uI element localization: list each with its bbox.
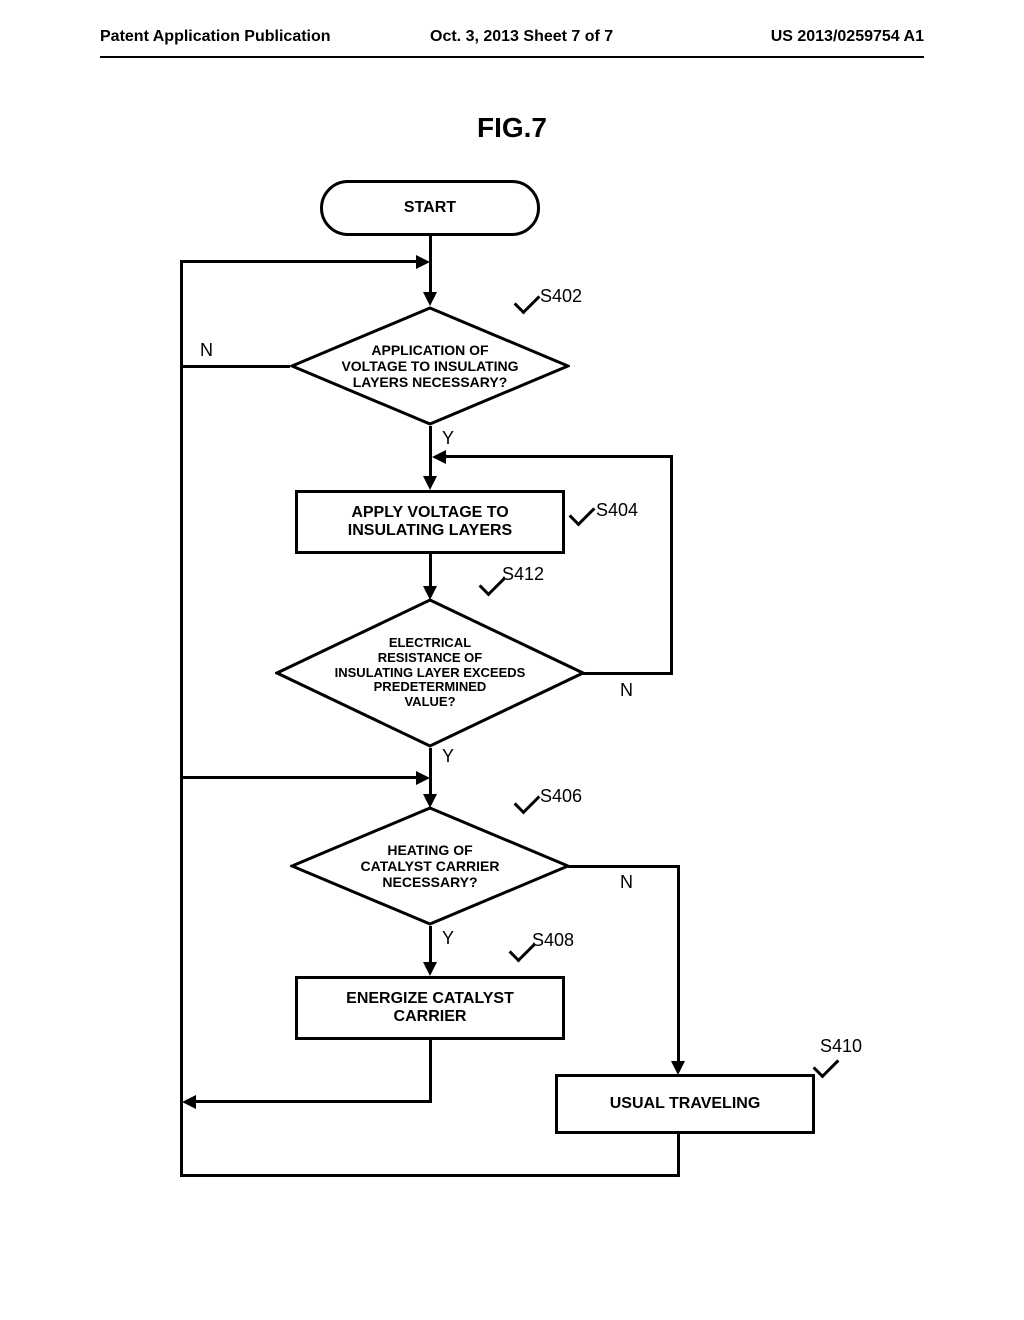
node-s408-label: ENERGIZE CATALYSTCARRIER bbox=[346, 990, 514, 1027]
arrowhead-icon bbox=[671, 1061, 685, 1075]
arrowhead-icon bbox=[182, 1095, 196, 1109]
label-s406-yes: Y bbox=[442, 928, 454, 949]
edge-s406-yes bbox=[429, 926, 432, 966]
edge-s408-out-h bbox=[194, 1100, 432, 1103]
edge-s402-no-h bbox=[180, 365, 290, 368]
header-center: Oct. 3, 2013 Sheet 7 of 7 bbox=[430, 28, 613, 46]
arrowhead-icon bbox=[416, 771, 430, 785]
node-s410-label: USUAL TRAVELING bbox=[610, 1095, 761, 1113]
arrowhead-icon bbox=[432, 450, 446, 464]
edge-loop-top bbox=[180, 260, 418, 263]
node-s402-label: APPLICATION OFVOLTAGE TO INSULATINGLAYER… bbox=[290, 306, 570, 426]
node-s410: USUAL TRAVELING bbox=[555, 1074, 815, 1134]
label-s406-no: N bbox=[620, 872, 633, 893]
edge-s408-out-v bbox=[429, 1040, 432, 1100]
node-s408: ENERGIZE CATALYSTCARRIER bbox=[295, 976, 565, 1040]
flowchart: START APPLICATION OFVOLTAGE TO INSULATIN… bbox=[120, 180, 900, 1180]
tag-s402: S402 bbox=[540, 286, 582, 307]
header-rule bbox=[100, 56, 924, 58]
edge-s410-out-v bbox=[677, 1134, 680, 1174]
edge-s412-no-v bbox=[670, 455, 673, 675]
edge-loop-left bbox=[180, 260, 183, 1177]
figure-title: FIG.7 bbox=[477, 112, 547, 144]
edge-loop-to-s406 bbox=[180, 776, 418, 779]
node-start-label: START bbox=[404, 199, 456, 217]
node-s404: APPLY VOLTAGE TOINSULATING LAYERS bbox=[295, 490, 565, 554]
label-s402-yes: Y bbox=[442, 428, 454, 449]
tag-s412: S412 bbox=[502, 564, 544, 585]
node-s404-label: APPLY VOLTAGE TOINSULATING LAYERS bbox=[348, 504, 512, 541]
label-s412-no: N bbox=[620, 680, 633, 701]
node-s402: APPLICATION OFVOLTAGE TO INSULATINGLAYER… bbox=[290, 306, 570, 426]
arrowhead-icon bbox=[416, 255, 430, 269]
header-left: Patent Application Publication bbox=[100, 28, 331, 46]
tag-s406: S406 bbox=[540, 786, 582, 807]
edge-s404-s412 bbox=[429, 554, 432, 590]
edge-s412-no-h2 bbox=[444, 455, 673, 458]
label-s412-yes: Y bbox=[442, 746, 454, 767]
arrowhead-icon bbox=[423, 962, 437, 976]
page-container: Patent Application Publication Oct. 3, 2… bbox=[0, 0, 1024, 1320]
edge-s412-no-h bbox=[583, 672, 673, 675]
tick-icon bbox=[569, 500, 596, 527]
tag-s404: S404 bbox=[596, 500, 638, 521]
node-s412: ELECTRICALRESISTANCE OFINSULATING LAYER … bbox=[275, 598, 585, 748]
tag-s408: S408 bbox=[532, 930, 574, 951]
edge-s406-no-h bbox=[568, 865, 680, 868]
node-s406-label: HEATING OFCATALYST CARRIERNECESSARY? bbox=[290, 806, 570, 926]
node-s412-label: ELECTRICALRESISTANCE OFINSULATING LAYER … bbox=[275, 598, 585, 748]
label-s402-no: N bbox=[200, 340, 213, 361]
header-right: US 2013/0259754 A1 bbox=[771, 28, 924, 46]
edge-s406-no-v bbox=[677, 865, 680, 1065]
node-start: START bbox=[320, 180, 540, 236]
arrowhead-icon bbox=[423, 476, 437, 490]
edge-loop-bottom bbox=[180, 1174, 680, 1177]
arrowhead-icon bbox=[423, 292, 437, 306]
node-s406: HEATING OFCATALYST CARRIERNECESSARY? bbox=[290, 806, 570, 926]
